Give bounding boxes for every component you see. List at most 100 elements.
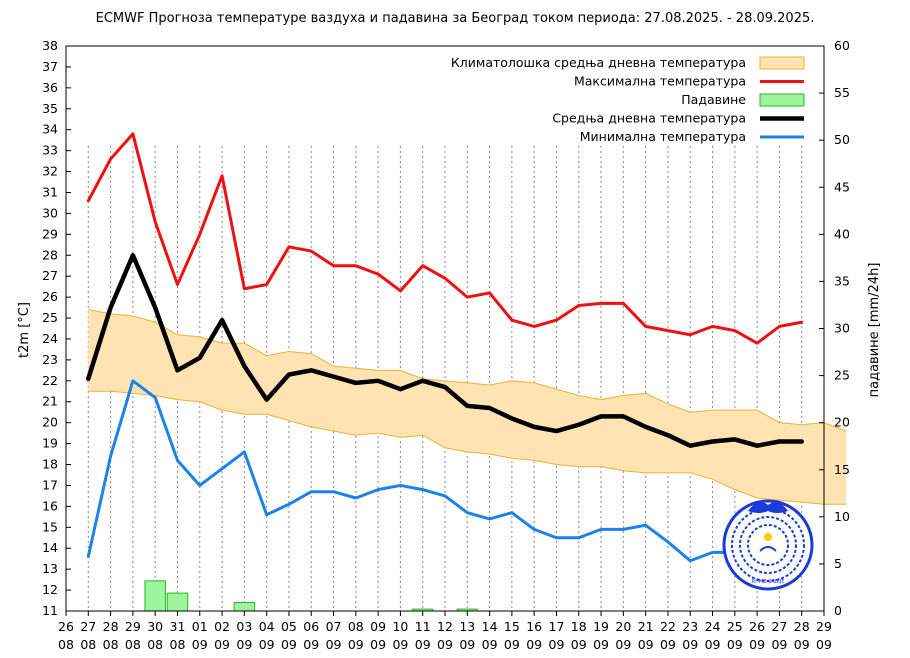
x-tick-day: 21: [638, 619, 654, 634]
legend-label: Средња дневна температура: [552, 111, 746, 126]
series-lines: [86, 132, 804, 563]
precipitation-bar: [166, 592, 189, 612]
x-tick-month: 08: [147, 637, 163, 652]
x-tick-day: 27: [771, 619, 787, 634]
y-tick-label: 21: [42, 394, 58, 409]
y-tick-label: 30: [42, 205, 58, 220]
y2-tick-label: 45: [834, 179, 850, 194]
x-tick-month: 09: [660, 637, 676, 652]
x-tick-month: 09: [192, 637, 208, 652]
y2-tick-label: 20: [834, 415, 850, 430]
y-tick-label: 36: [42, 80, 58, 95]
y-tick-label: 19: [42, 436, 58, 451]
y-tick-label: 14: [42, 540, 58, 555]
y-tick-label: 37: [42, 59, 58, 74]
sun-icon: [764, 533, 772, 541]
x-tick-day: 04: [259, 619, 275, 634]
climatology-band-upper: [88, 309, 847, 432]
x-tick-day: 30: [147, 619, 163, 634]
legend-label: Минимална температура: [580, 129, 746, 144]
x-tick-day: 26: [749, 619, 765, 634]
x-tick-month: 09: [236, 637, 252, 652]
y-tick-label: 22: [42, 373, 58, 388]
y2-axis-label: падавине [mm/24h]: [867, 263, 882, 398]
y-left-ticks: 11 12 13 14 15 16 17 18 19 20 21 22 23 24 25 26 27 28 29 30…: [42, 38, 71, 618]
legend-label: Падавине: [681, 92, 746, 107]
y-tick-label: 17: [42, 477, 58, 492]
x-tick-month: 09: [303, 637, 319, 652]
y-tick-label: 16: [42, 498, 58, 513]
y-tick-label: 25: [42, 310, 58, 325]
y2-tick-label: 15: [834, 462, 850, 477]
x-tick-month: 09: [482, 637, 498, 652]
x-tick-month: 09: [259, 637, 275, 652]
x-tick-day: 02: [214, 619, 230, 634]
legend-label: Максимална температура: [574, 74, 746, 89]
y-tick-label: 20: [42, 415, 58, 430]
x-tick-day: 07: [326, 619, 342, 634]
x-tick-day: 15: [504, 619, 520, 634]
x-tick-month: 09: [816, 637, 832, 652]
series-line: [86, 253, 804, 448]
y-tick-label: 11: [42, 603, 58, 618]
x-tick-day: 28: [103, 619, 119, 634]
x-tick-month: 09: [705, 637, 721, 652]
x-ticks: 26 08 27 08 28 08 29 08 30 08 31 08 01 09 02 09 03 09 04 09…: [58, 611, 832, 652]
x-tick-month: 09: [281, 637, 297, 652]
x-tick-day: 13: [459, 619, 475, 634]
x-tick-day: 28: [794, 619, 810, 634]
x-tick-day: 06: [303, 619, 319, 634]
y-tick-label: 24: [42, 331, 58, 346]
x-tick-month: 09: [326, 637, 342, 652]
y-tick-label: 33: [42, 143, 58, 158]
series-line: [86, 379, 804, 563]
y2-tick-label: 25: [834, 368, 850, 383]
x-tick-day: 08: [348, 619, 364, 634]
x-tick-day: 01: [192, 619, 208, 634]
y-tick-label: 28: [42, 247, 58, 262]
y2-tick-label: 50: [834, 132, 850, 147]
x-tick-day: 05: [281, 619, 297, 634]
x-tick-day: 18: [571, 619, 587, 634]
y2-tick-label: 55: [834, 85, 850, 100]
x-tick-day: 10: [392, 619, 408, 634]
legend: Климатолошка средња дневна температура Ма…: [451, 55, 805, 144]
x-tick-month: 09: [549, 637, 565, 652]
x-tick-month: 09: [459, 637, 475, 652]
x-tick-month: 09: [749, 637, 765, 652]
x-tick-month: 09: [392, 637, 408, 652]
x-tick-day: 26: [58, 619, 74, 634]
x-tick-day: 29: [816, 619, 832, 634]
y-tick-label: 18: [42, 457, 58, 472]
x-tick-day: 17: [549, 619, 565, 634]
x-tick-month: 08: [125, 637, 141, 652]
x-tick-day: 11: [415, 619, 431, 634]
x-tick-day: 31: [170, 619, 186, 634]
y-tick-label: 13: [42, 561, 58, 576]
x-tick-month: 09: [682, 637, 698, 652]
y2-tick-label: 40: [834, 226, 850, 241]
x-tick-month: 09: [526, 637, 542, 652]
x-tick-day: 09: [370, 619, 386, 634]
x-tick-month: 09: [794, 637, 810, 652]
x-tick-day: 29: [125, 619, 141, 634]
x-tick-month: 09: [437, 637, 453, 652]
x-tick-day: 16: [526, 619, 542, 634]
x-tick-day: 24: [705, 619, 721, 634]
y-tick-label: 38: [42, 38, 58, 53]
y-tick-label: 32: [42, 164, 58, 179]
x-tick-month: 09: [615, 637, 631, 652]
y-right-ticks: 0 5 10 15 20 25 30 35 40 45 50 55 60: [819, 38, 850, 618]
y-tick-label: 23: [42, 352, 58, 367]
x-tick-month: 09: [415, 637, 431, 652]
y-tick-label: 34: [42, 122, 58, 137]
logo-text: RHMZ SRBIJE: [752, 579, 785, 585]
climatology-band-lower: [88, 390, 847, 505]
chart-title: ECMWF Прогноза температуре ваздуха и пад…: [96, 11, 815, 26]
x-tick-day: 27: [80, 619, 96, 634]
series-line: [86, 132, 804, 345]
x-tick-month: 08: [80, 637, 96, 652]
x-tick-day: 23: [682, 619, 698, 634]
legend-swatch: [759, 93, 805, 107]
x-tick-day: 20: [615, 619, 631, 634]
